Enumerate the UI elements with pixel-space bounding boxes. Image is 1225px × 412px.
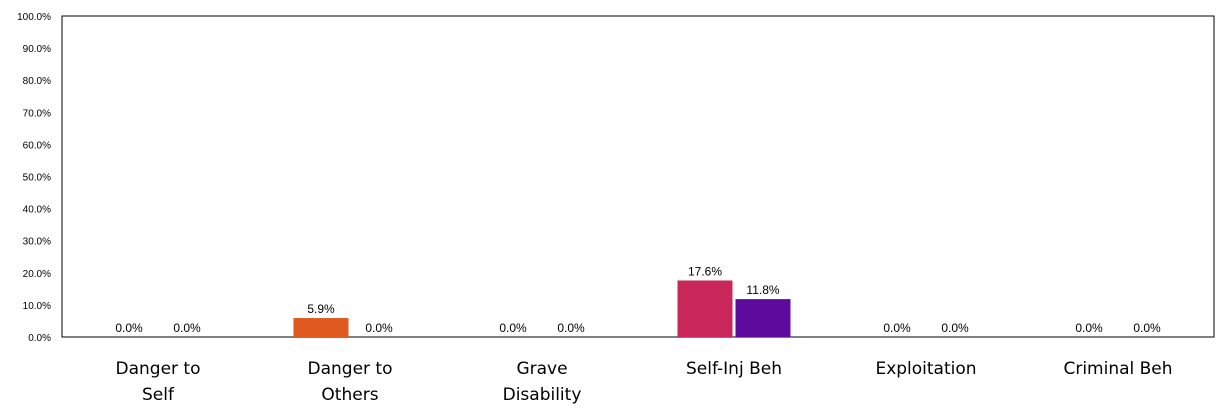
- x-tick-label: Grave Disability: [503, 359, 582, 405]
- data-label: 0.0%: [557, 321, 585, 335]
- x-tick-label: Self-Inj Beh: [686, 359, 782, 379]
- plot-area: [61, 15, 1215, 338]
- y-tick-label: 40.0%: [23, 205, 51, 216]
- y-tick-label: 90.0%: [23, 44, 51, 55]
- bar: [735, 299, 791, 337]
- x-tick-label: Criminal Beh: [1063, 359, 1172, 379]
- data-label: 0.0%: [941, 321, 969, 335]
- data-label: 0.0%: [173, 321, 201, 335]
- y-tick-label: 0.0%: [28, 333, 51, 344]
- data-label: 0.0%: [883, 321, 911, 335]
- y-tick-label: 50.0%: [23, 173, 51, 184]
- x-tick-label: Danger to Self: [116, 359, 201, 405]
- data-label: 0.0%: [365, 321, 393, 335]
- bar: [293, 318, 349, 337]
- bar: [677, 280, 733, 337]
- data-label: 5.9%: [307, 302, 335, 316]
- data-labels: 0.0% 5.9% 0.0% 17.6% 0.0% 0.0% 0.0% 0.0% 0.0% 11.…: [115, 265, 1161, 335]
- y-tick-label: 20.0%: [23, 269, 51, 280]
- y-axis: 0.0% 10.0% 20.0% 30.0% 40.0% 50.0% 60.0% 70.0% 8…: [17, 12, 51, 344]
- x-tick-label: Exploitation: [875, 359, 976, 379]
- data-label: 17.6%: [688, 265, 722, 279]
- data-label: 0.0%: [499, 321, 527, 335]
- x-tick-label: Danger to Others: [308, 359, 393, 405]
- y-tick-label: 30.0%: [23, 237, 51, 248]
- bars: [293, 280, 791, 337]
- y-tick-label: 60.0%: [23, 140, 51, 151]
- data-label: 0.0%: [115, 321, 143, 335]
- data-label: 11.8%: [746, 283, 779, 297]
- y-tick-label: 80.0%: [23, 76, 51, 87]
- y-tick-label: 70.0%: [23, 108, 51, 119]
- data-label: 0.0%: [1075, 321, 1103, 335]
- y-tick-label: 10.0%: [23, 301, 51, 312]
- data-label: 0.0%: [1133, 321, 1161, 335]
- x-axis: Danger to Self Danger to Others Grave Disabil…: [116, 359, 1173, 405]
- y-tick-label: 100.0%: [17, 12, 51, 23]
